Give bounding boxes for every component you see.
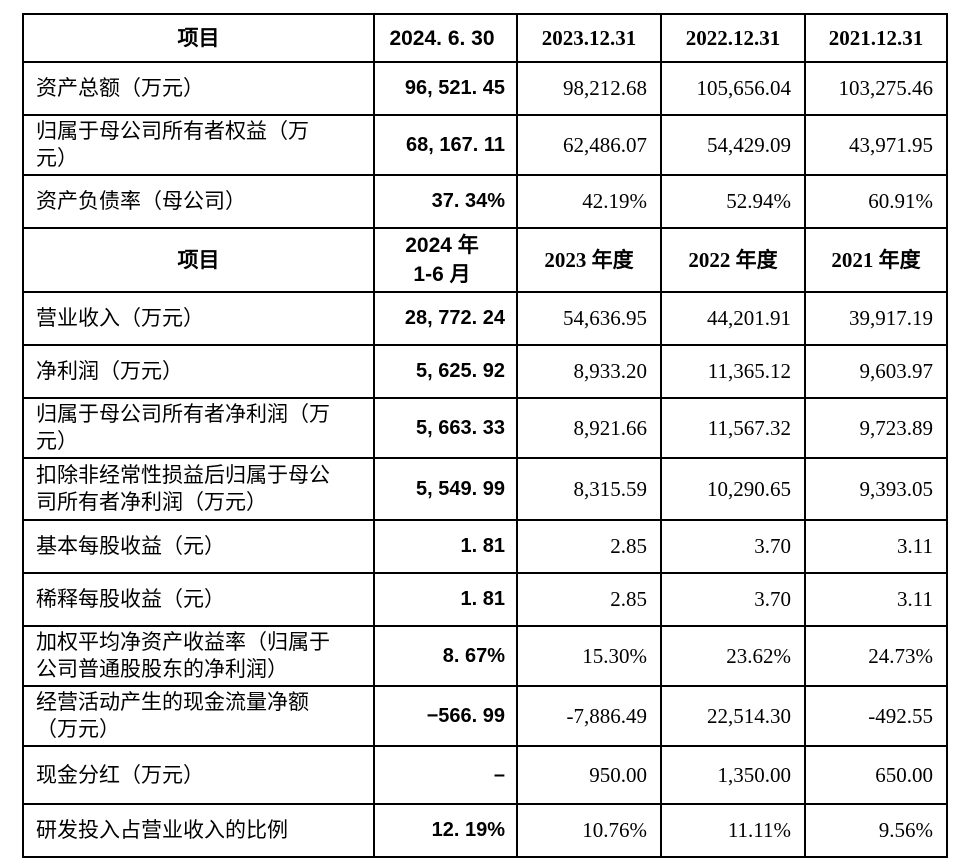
period-column-header-current: 2024. 6. 30 [373,13,518,63]
period-column-header: 2022 年度 [660,227,806,293]
period-column-header: 2022.12.31 [660,13,806,63]
value-cell-current-period: 5, 549. 99 [373,457,518,521]
value-cell: 9,603.97 [804,344,948,399]
table-row: 归属于母公司所有者权益（万元） 68, 167. 11 62,486.07 54,42… [22,114,948,176]
value-cell: 42.19% [516,174,662,229]
value-cell-current-period: 1. 81 [373,572,518,627]
value-cell: 44,201.91 [660,291,806,346]
period-column-header: 2023.12.31 [516,13,662,63]
value-cell: 9,723.89 [804,397,948,459]
value-cell-current-period: 37. 34% [373,174,518,229]
table-row: 扣除非经常性损益后归属于母公司所有者净利润（万元） 5, 549. 99 8,315… [22,457,948,521]
value-cell: 3.70 [660,572,806,627]
value-cell: -492.55 [804,685,948,747]
value-cell: 60.91% [804,174,948,229]
value-cell: 103,275.46 [804,61,948,116]
period-column-header: 2021.12.31 [804,13,948,63]
value-cell-current-period: 68, 167. 11 [373,114,518,176]
value-cell: 650.00 [804,745,948,805]
value-cell: 54,636.95 [516,291,662,346]
value-cell-current-period: −566. 99 [373,685,518,747]
table-row: 营业收入（万元） 28, 772. 24 54,636.95 44,201.91 39,… [22,291,948,346]
row-label-cell: 基本每股收益（元） [22,519,375,574]
value-cell-current-period: 28, 772. 24 [373,291,518,346]
period-column-header-current: 2024 年 1-6 月 [373,227,518,293]
table-row: 基本每股收益（元） 1. 81 2.85 3.70 3.11 [22,519,948,574]
value-cell: 22,514.30 [660,685,806,747]
value-cell-current-period: 1. 81 [373,519,518,574]
row-label-cell: 资产总额（万元） [22,61,375,116]
item-column-header: 项目 [22,13,375,63]
value-cell: 8,315.59 [516,457,662,521]
value-cell: 3.11 [804,572,948,627]
value-cell: 15.30% [516,625,662,687]
value-cell: 23.62% [660,625,806,687]
value-cell: 10.76% [516,803,662,858]
value-cell: 11,567.32 [660,397,806,459]
value-cell: 43,971.95 [804,114,948,176]
value-cell: 3.70 [660,519,806,574]
financial-summary-table: 项目 2024. 6. 30 2023.12.31 2022.12.31 2021.12… [22,13,948,858]
value-cell: 39,917.19 [804,291,948,346]
value-cell: 9.56% [804,803,948,858]
value-cell: 11,365.12 [660,344,806,399]
table-row: 研发投入占营业收入的比例 12. 19% 10.76% 11.11% 9.56% [22,803,948,858]
value-cell: 105,656.04 [660,61,806,116]
value-cell: 950.00 [516,745,662,805]
value-cell: 62,486.07 [516,114,662,176]
table-row: 归属于母公司所有者净利润（万元） 5, 663. 33 8,921.66 11,567… [22,397,948,459]
financial-summary-table-body: 项目 2024. 6. 30 2023.12.31 2022.12.31 2021.12… [22,13,948,858]
value-cell-current-period: 5, 663. 33 [373,397,518,459]
value-cell: 54,429.09 [660,114,806,176]
value-cell: 2.85 [516,572,662,627]
row-label-cell: 资产负债率（母公司） [22,174,375,229]
table-row: 净利润（万元） 5, 625. 92 8,933.20 11,365.12 9,603.… [22,344,948,399]
row-label-cell: 研发投入占营业收入的比例 [22,803,375,858]
period-column-header: 2021 年度 [804,227,948,293]
value-cell: 24.73% [804,625,948,687]
row-label-cell: 归属于母公司所有者权益（万元） [22,114,375,176]
row-label-cell: 经营活动产生的现金流量净额（万元） [22,685,375,747]
table-row: 资产负债率（母公司） 37. 34% 42.19% 52.94% 60.91% [22,174,948,229]
header-row: 项目 2024 年 1-6 月 2023 年度 2022 年度 2021 年度 [22,227,948,293]
table-row: 加权平均净资产收益率（归属于公司普通股股东的净利润） 8. 67% 15.30% 23… [22,625,948,687]
table-row: 资产总额（万元） 96, 521. 45 98,212.68 105,656.04 10… [22,61,948,116]
period-column-header: 2023 年度 [516,227,662,293]
value-cell: 2.85 [516,519,662,574]
row-label-cell: 归属于母公司所有者净利润（万元） [22,397,375,459]
value-cell: 11.11% [660,803,806,858]
header-row: 项目 2024. 6. 30 2023.12.31 2022.12.31 2021.12… [22,13,948,63]
value-cell: 8,921.66 [516,397,662,459]
value-cell: 98,212.68 [516,61,662,116]
value-cell: 1,350.00 [660,745,806,805]
row-label-cell: 营业收入（万元） [22,291,375,346]
row-label-cell: 净利润（万元） [22,344,375,399]
value-cell: 10,290.65 [660,457,806,521]
row-label-cell: 加权平均净资产收益率（归属于公司普通股股东的净利润） [22,625,375,687]
value-cell: 3.11 [804,519,948,574]
value-cell: 52.94% [660,174,806,229]
table-row: 现金分红（万元） –950.00 1,350.00 650.00 [22,745,948,805]
value-cell-current-period: – [373,745,518,805]
value-cell-current-period: 12. 19% [373,803,518,858]
value-cell: -7,886.49 [516,685,662,747]
row-label-cell: 稀释每股收益（元） [22,572,375,627]
value-cell-current-period: 96, 521. 45 [373,61,518,116]
row-label-cell: 现金分红（万元） [22,745,375,805]
table-row: 经营活动产生的现金流量净额（万元） −566. 99 -7,886.49 22,514… [22,685,948,747]
item-column-header: 项目 [22,227,375,293]
value-cell: 9,393.05 [804,457,948,521]
row-label-cell: 扣除非经常性损益后归属于母公司所有者净利润（万元） [22,457,375,521]
value-cell-current-period: 5, 625. 92 [373,344,518,399]
table-row: 稀释每股收益（元） 1. 81 2.85 3.70 3.11 [22,572,948,627]
value-cell: 8,933.20 [516,344,662,399]
value-cell-current-period: 8. 67% [373,625,518,687]
